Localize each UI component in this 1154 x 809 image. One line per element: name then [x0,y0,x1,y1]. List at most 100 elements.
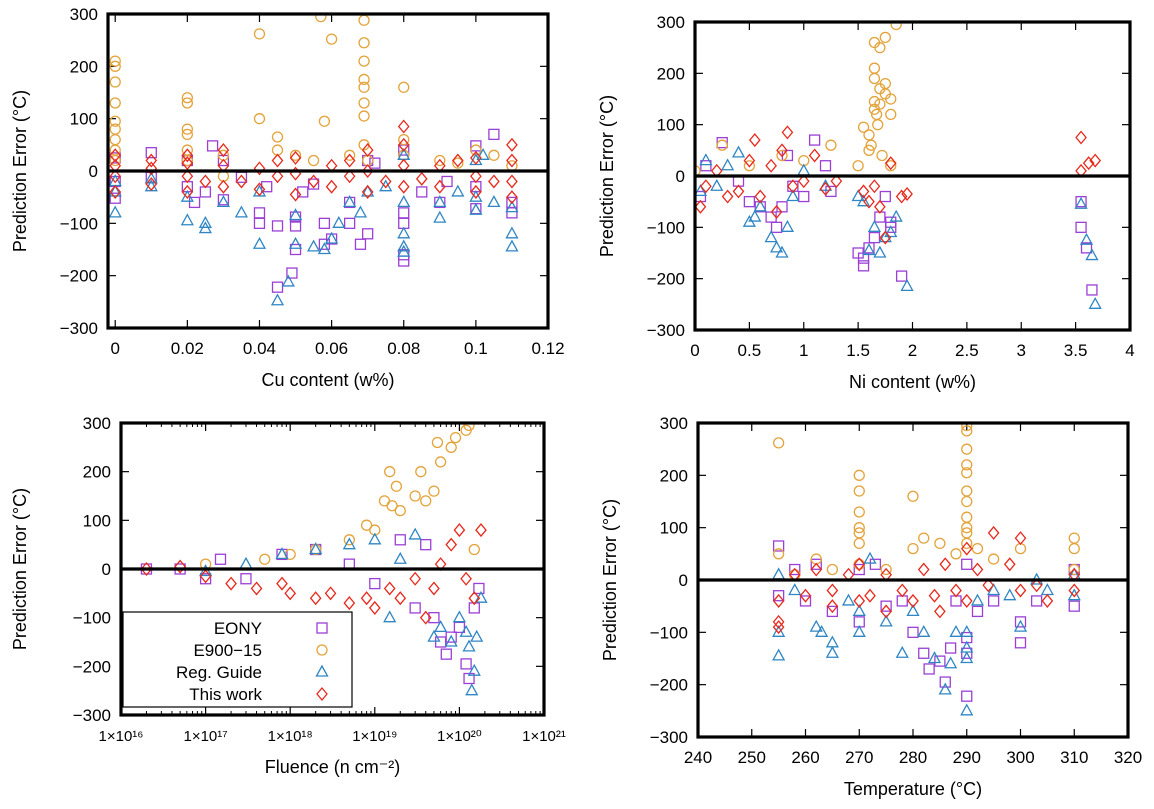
y-tick-label: 0 [102,560,111,579]
data-point [235,174,248,189]
data-point [217,194,230,206]
y-tick-label: 100 [70,110,98,129]
data-point [462,639,476,652]
legend-box [122,611,353,708]
data-point [1003,588,1017,601]
data-point [463,423,475,432]
data-point [810,558,822,570]
data-point [109,154,121,167]
data-point [488,128,500,141]
data-point [317,242,331,255]
data-point [776,143,788,158]
data-point [927,651,942,664]
data-point [949,624,963,637]
data-point [987,553,1000,565]
data-point [786,189,800,202]
data-point [961,459,973,471]
data-point [465,683,479,696]
data-point [789,563,801,576]
data-point [324,586,337,601]
data-point [253,207,266,219]
data-point [787,179,799,194]
data-point [695,184,708,197]
x-tick-label: 240 [684,748,712,767]
x-tick-label: 1×10¹⁸ [268,728,313,745]
data-point [868,231,881,244]
data-point [445,441,457,453]
data-point [950,548,962,560]
x-tick-label: 290 [953,748,981,767]
y-tick-label: 300 [83,414,111,433]
legend-marker [316,644,328,656]
data-point [506,174,518,189]
data-point [354,238,367,250]
y-tick-label: −300 [650,728,688,747]
data-point [288,208,303,221]
data-point [217,179,230,194]
data-point [872,119,884,131]
data-point [181,156,194,171]
data-point [852,604,866,617]
data-point [1040,583,1054,596]
data-point [427,629,441,642]
data-point [874,199,886,214]
data-point [880,600,892,612]
data-point [879,31,891,44]
data-point [398,81,410,93]
data-point [934,537,946,550]
data-points [108,14,519,306]
data-point [475,523,487,538]
data-point [748,209,762,222]
data-point [420,539,432,551]
data-point [960,541,973,556]
data-point [851,189,865,202]
data-point [470,140,482,152]
data-point [1030,578,1043,593]
data-point [408,527,422,540]
data-point [1074,196,1088,209]
y-tick-label: 100 [83,511,111,530]
data-point [856,194,871,207]
data-point [343,217,356,229]
data-point [368,532,382,545]
x-tick-label: 1 [799,341,808,360]
data-point [743,196,756,208]
y-tick-label: −100 [647,218,685,237]
data-point [358,110,370,122]
data-point [235,171,248,183]
data-point [214,553,227,565]
y-tick-label: 200 [83,463,111,482]
data-point [506,207,518,219]
data-point [769,240,784,253]
series-eony [772,540,1080,702]
data-point [343,169,356,184]
data-point [961,558,973,570]
data-point [253,161,266,176]
x-tick-label: 0.02 [171,339,204,358]
data-point [199,569,212,584]
x-tick-label: 1.5 [846,341,870,360]
y-tick-label: 0 [676,167,685,186]
data-point [252,236,267,249]
data-point [772,624,786,637]
data-point [325,33,338,45]
data-point [409,490,421,502]
data-point [234,205,249,218]
data-point [1068,563,1080,576]
data-point [433,210,447,223]
data-point [1014,637,1027,649]
data-point [961,425,973,437]
data-point [868,62,881,74]
data-point [428,581,440,596]
data-point [468,602,480,614]
y-tick-label: −100 [650,623,688,642]
data-point [362,228,374,240]
data-point [826,605,839,618]
data-point [199,174,212,189]
data-point [289,187,302,202]
data-point [867,219,882,232]
data-point [825,635,839,648]
data-point [743,160,756,172]
data-point [799,595,812,607]
